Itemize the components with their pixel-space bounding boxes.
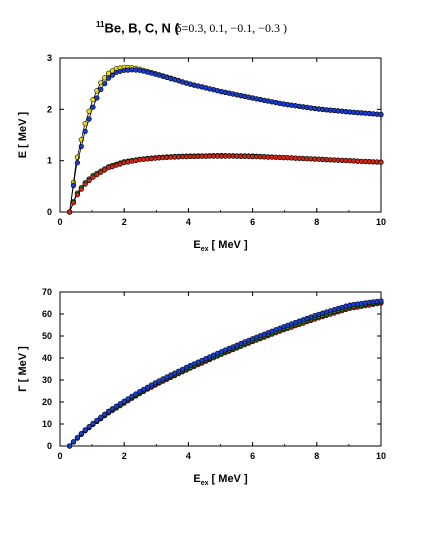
series-1 <box>66 64 384 215</box>
data-point <box>86 424 92 430</box>
series-3 <box>66 152 384 215</box>
x-tick-label: 10 <box>376 217 386 227</box>
data-point <box>66 443 73 449</box>
data-point <box>133 391 139 397</box>
data-point <box>378 159 384 165</box>
data-point <box>78 143 84 150</box>
series-line <box>69 302 382 447</box>
data-point <box>86 116 92 122</box>
series-3 <box>66 298 384 449</box>
y-tick-label: 3 <box>47 53 52 63</box>
x-tick-label: 8 <box>314 451 319 461</box>
data-point <box>78 431 84 437</box>
x-axis-label: Eex [ MeV ] <box>193 239 248 253</box>
data-point <box>98 169 104 175</box>
y-tick-label: 20 <box>42 397 52 407</box>
title-text: Be, B, C, N ( <box>104 20 179 36</box>
y-tick-label: 2 <box>47 104 52 114</box>
data-point <box>129 393 135 400</box>
x-tick-label: 10 <box>376 451 386 461</box>
data-point <box>102 411 108 417</box>
data-point <box>137 389 143 395</box>
data-point <box>70 182 77 189</box>
data-point <box>70 200 77 206</box>
data-point <box>141 386 147 392</box>
data-point <box>90 104 96 110</box>
y-tick-label: 0 <box>47 207 52 217</box>
data-point <box>90 420 96 426</box>
series-line <box>69 66 382 213</box>
data-point <box>98 86 104 92</box>
data-point <box>70 439 77 445</box>
data-point <box>105 75 112 81</box>
plot-frame <box>59 57 382 213</box>
data-point <box>378 298 384 304</box>
data-point <box>78 186 84 192</box>
chart-panel-2: 0 2 4 6 8 10 0 10 20 30 40 50 60 70 Eex [ MeV ] Γ [ MeV… <box>17 287 386 487</box>
x-tick-label: 0 <box>57 451 62 461</box>
y-tick-label: 0 <box>47 441 52 451</box>
x-tick-label: 4 <box>186 217 191 227</box>
title-main: 11Be, B, C, N ( <box>96 20 179 35</box>
data-point <box>109 72 115 78</box>
data-point <box>74 435 80 441</box>
data-point <box>102 81 108 87</box>
data-point <box>82 181 88 187</box>
series-line <box>69 300 382 447</box>
data-point <box>86 177 92 184</box>
data-point <box>113 403 119 409</box>
series-2 <box>66 299 384 449</box>
chart-panel-1: 0 2 4 6 8 10 0 1 2 3 Eex [ MeV ] E [ MeV ] <box>17 53 386 253</box>
series-line <box>69 301 382 447</box>
y-tick-label: 50 <box>42 331 52 341</box>
data-point <box>105 408 112 414</box>
x-tick-label: 8 <box>314 217 319 227</box>
data-point <box>378 111 384 118</box>
y-tick-label: 70 <box>42 287 52 297</box>
data-point <box>117 401 123 407</box>
data-point <box>125 396 131 402</box>
y-tick-label: 10 <box>42 419 52 429</box>
data-point <box>82 128 88 134</box>
series-2 <box>66 67 384 215</box>
data-point <box>94 95 100 101</box>
y-axis-label: Γ [ MeV ] <box>17 346 29 392</box>
data-point <box>82 427 88 433</box>
y-tick-label: 60 <box>42 309 52 319</box>
x-tick-label: 0 <box>57 217 62 227</box>
data-point <box>144 384 151 390</box>
data-point <box>109 406 115 412</box>
y-tick-label: 40 <box>42 353 52 363</box>
data-point <box>102 167 108 173</box>
data-point <box>98 414 104 420</box>
data-point <box>148 382 154 388</box>
data-point <box>94 172 100 178</box>
x-tick-label: 6 <box>250 451 255 461</box>
x-tick-label: 2 <box>122 217 127 227</box>
data-point <box>66 209 73 215</box>
x-tick-label: 4 <box>186 451 191 461</box>
data-point <box>90 174 96 180</box>
y-tick-label: 30 <box>42 375 52 385</box>
x-axis-label: Eex [ MeV ] <box>193 473 248 487</box>
title-delta: δ=0.3, 0.1, −0.1, −0.3 ) <box>176 21 287 35</box>
x-tick-label: 2 <box>122 451 127 461</box>
title-superscript: 11 <box>96 20 105 29</box>
series-1 <box>66 300 384 449</box>
series-4 <box>66 153 384 215</box>
y-tick-label: 1 <box>47 156 52 166</box>
data-point <box>74 192 80 198</box>
data-point <box>121 398 127 404</box>
data-point <box>74 160 80 166</box>
data-point <box>94 417 100 423</box>
y-axis-label: E [ MeV ] <box>17 111 29 158</box>
x-tick-label: 6 <box>250 217 255 227</box>
